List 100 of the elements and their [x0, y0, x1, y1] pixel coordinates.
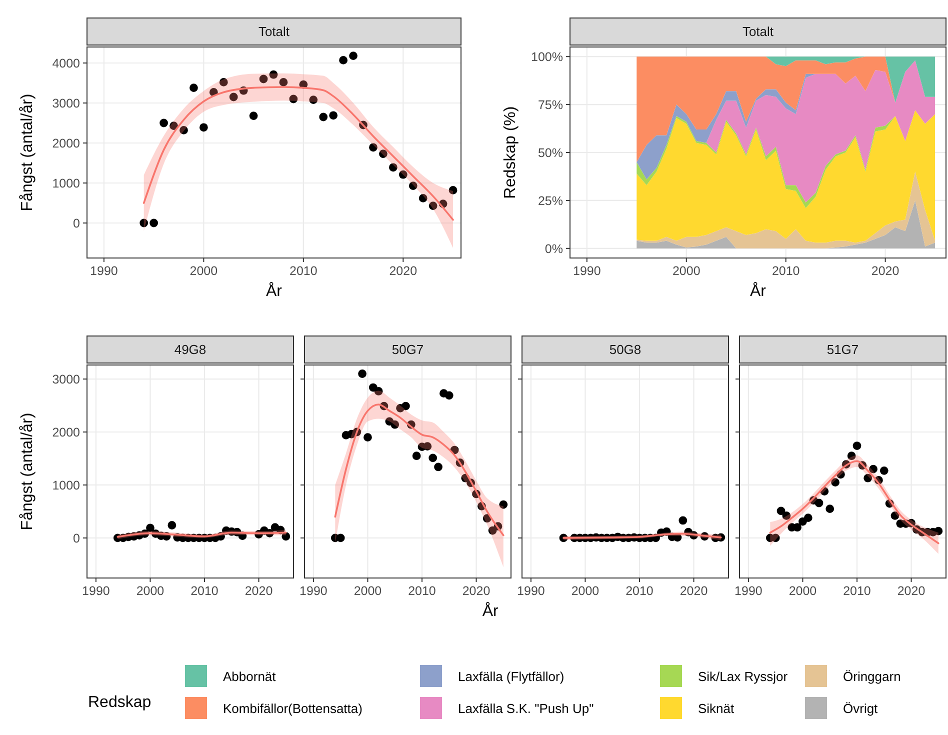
- y-tick-label: 2000: [52, 426, 80, 440]
- point: [349, 52, 358, 60]
- point: [369, 143, 378, 152]
- point: [259, 74, 268, 84]
- point: [852, 442, 862, 450]
- point: [146, 524, 154, 532]
- point: [219, 78, 228, 86]
- point: [170, 122, 178, 130]
- point: [434, 462, 442, 472]
- point: [804, 514, 812, 522]
- y-axis-title: Redskap (%): [502, 106, 519, 199]
- x-tick-label: 2000: [354, 584, 382, 598]
- legend-title: Redskap: [88, 694, 152, 711]
- point: [390, 420, 400, 429]
- point: [140, 218, 148, 228]
- x-tick-label: 1990: [517, 584, 545, 598]
- point: [374, 387, 383, 396]
- x-tick-label: 2000: [788, 584, 817, 598]
- point: [831, 478, 840, 487]
- x-tick-label: 2000: [136, 584, 164, 598]
- x-axis-title: År: [750, 282, 767, 300]
- x-tick-label: 2010: [772, 264, 800, 278]
- x-axis-title: År: [482, 602, 500, 620]
- point: [428, 202, 438, 210]
- chart-title: 50G7: [392, 342, 424, 357]
- point: [864, 474, 872, 482]
- point: [319, 112, 328, 122]
- x-tick-label: 1990: [734, 584, 762, 598]
- x-tick-label: 2010: [408, 584, 436, 598]
- point: [329, 111, 338, 120]
- point: [190, 84, 198, 92]
- chart-title: 49G8: [174, 342, 206, 357]
- point: [814, 498, 824, 508]
- chart-title: Totalt: [742, 24, 774, 39]
- point: [379, 150, 388, 158]
- point: [180, 126, 188, 134]
- y-tick-label: 50%: [538, 146, 563, 160]
- point: [199, 123, 208, 132]
- chart-title: 50G8: [609, 342, 642, 357]
- legend-label: Kombifällor(Bottensatta): [223, 701, 362, 716]
- y-tick-label: 1000: [52, 176, 80, 190]
- y-tick-label: 0: [73, 531, 80, 546]
- point: [282, 532, 290, 541]
- x-tick-label: 2010: [290, 264, 318, 278]
- point: [448, 186, 458, 194]
- point: [423, 442, 432, 451]
- y-tick-label: 25%: [538, 194, 563, 208]
- x-tick-label: 2000: [190, 264, 218, 278]
- point: [309, 96, 318, 104]
- x-tick-label: 1990: [300, 584, 328, 598]
- point: [150, 218, 158, 228]
- chart-title: 51G7: [826, 342, 859, 357]
- point: [402, 402, 410, 410]
- y-axis-title: Fångst (antal/år): [19, 94, 36, 212]
- point: [168, 521, 176, 530]
- x-tick-label: 1990: [90, 264, 118, 278]
- y-tick-label: 0%: [544, 242, 563, 256]
- y-tick-label: 4000: [52, 56, 80, 70]
- point: [160, 118, 168, 128]
- x-axis-title: År: [266, 282, 283, 300]
- y-tick-label: 3000: [52, 372, 80, 387]
- legend-label: Siknät: [698, 701, 735, 716]
- point: [339, 56, 348, 64]
- point: [364, 433, 372, 442]
- y-tick-label: 1000: [52, 478, 80, 492]
- point: [229, 92, 238, 102]
- point: [444, 391, 454, 400]
- x-tick-label: 2020: [389, 264, 418, 278]
- point: [358, 370, 366, 378]
- x-tick-label: 1990: [82, 584, 110, 598]
- x-tick-label: 1990: [573, 264, 601, 278]
- point: [279, 78, 288, 86]
- legend-label: Övrigt: [843, 701, 878, 716]
- legend-label: Laxfälla (Flytfällor): [458, 669, 564, 684]
- point: [499, 500, 508, 509]
- x-tick-label: 2010: [626, 584, 654, 598]
- point: [776, 506, 786, 516]
- point: [869, 464, 878, 474]
- point: [934, 526, 943, 536]
- x-tick-label: 2020: [244, 584, 273, 598]
- legend-label: Laxfälla S.K. "Push Up": [458, 701, 594, 716]
- legend-label: Abbornät: [223, 669, 276, 684]
- y-tick-label: 75%: [538, 98, 563, 112]
- point: [782, 512, 791, 520]
- point: [249, 112, 258, 120]
- point: [418, 194, 428, 202]
- x-tick-label: 2010: [190, 584, 218, 598]
- chart-title: Totalt: [258, 24, 290, 39]
- point: [880, 466, 888, 475]
- y-axis-title: Fångst (antal/år): [19, 412, 36, 530]
- x-tick-label: 2000: [672, 264, 700, 278]
- y-tick-label: 3000: [52, 96, 80, 110]
- x-tick-label: 2010: [843, 584, 871, 598]
- point: [408, 182, 418, 190]
- point: [890, 512, 900, 520]
- y-tick-label: 100%: [531, 50, 563, 64]
- x-tick-label: 2020: [680, 584, 708, 598]
- point: [847, 452, 856, 460]
- point: [269, 70, 278, 79]
- point: [388, 163, 398, 172]
